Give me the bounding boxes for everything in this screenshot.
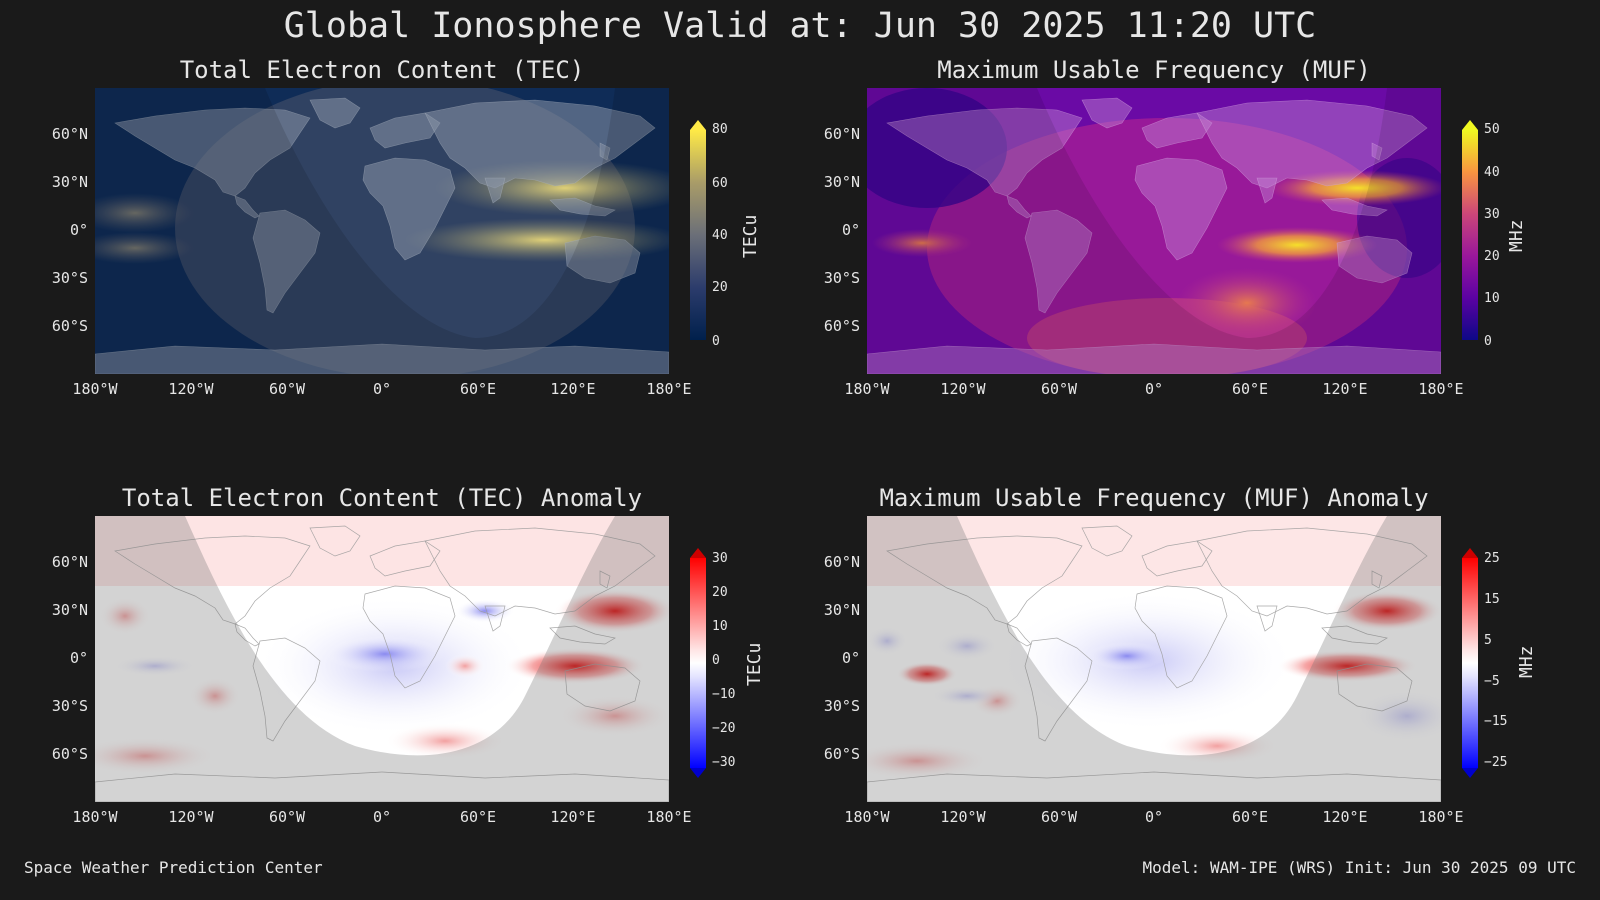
lon-label-60w: 60°W (1040, 808, 1078, 826)
tec-anomaly-colorbar (690, 548, 706, 778)
lon-label-120w: 120°W (168, 380, 214, 398)
lat-label-60n: 60°N (823, 125, 860, 143)
lon-label-60e: 60°E (459, 380, 497, 398)
muf-anomaly-colorbar (1462, 548, 1478, 778)
lon-label-120w: 120°W (940, 380, 986, 398)
lat-label-60s: 60°S (823, 317, 860, 335)
muf-title: Maximum Usable Frequency (MUF) (937, 56, 1371, 84)
lon-label-180e: 180°E (1418, 808, 1464, 826)
footer-model-info: Model: WAM-IPE (WRS) Init: Jun 30 2025 0… (1142, 858, 1576, 877)
lon-label-60e: 60°E (1231, 380, 1269, 398)
muf-anomaly-tick-15: 15 (1484, 592, 1500, 607)
muf-tick-10: 10 (1484, 291, 1500, 306)
lon-label-0: 0° (1144, 380, 1164, 398)
muf-anomaly-tick-25: 25 (1484, 551, 1500, 566)
tec-anomaly-tick-neg10: −10 (712, 687, 736, 702)
tec-unit-label: TECu (740, 214, 761, 258)
muf-tick-0: 0 (1484, 334, 1492, 349)
lon-label-60e: 60°E (1231, 808, 1269, 826)
tec-anomaly-tick-30: 30 (712, 551, 728, 566)
tec-anomaly-unit-label: TECu (744, 642, 765, 686)
lat-label-30n: 30°N (51, 601, 88, 619)
tec-tick-20: 20 (712, 280, 728, 295)
tec-tick-0: 0 (712, 334, 720, 349)
muf-tick-30: 30 (1484, 207, 1500, 222)
lon-label-120e: 120°E (1322, 380, 1368, 398)
lon-label-120e: 120°E (550, 380, 596, 398)
tec-anomaly-tick-neg30: −30 (712, 755, 736, 770)
muf-anomaly-title: Maximum Usable Frequency (MUF) Anomaly (879, 484, 1429, 512)
lat-label-30s: 30°S (51, 697, 88, 715)
lon-label-120w: 120°W (168, 808, 214, 826)
tec-anomaly-tick-neg20: −20 (712, 721, 736, 736)
lat-label-30n: 30°N (51, 173, 88, 191)
tec-anomaly-tick-0: 0 (712, 653, 720, 668)
muf-tick-50: 50 (1484, 122, 1500, 137)
muf-anomaly-tick-5: 5 (1484, 633, 1492, 648)
lat-label-30n: 30°N (823, 601, 860, 619)
lat-label-60s: 60°S (823, 745, 860, 763)
lon-label-60w: 60°W (268, 808, 306, 826)
lon-label-180w: 180°W (72, 380, 118, 398)
tec-title: Total Electron Content (TEC) (179, 56, 585, 84)
muf-anomaly-tick-neg5: −5 (1484, 674, 1500, 689)
tec-tick-80: 80 (712, 122, 728, 137)
lat-label-60s: 60°S (51, 317, 88, 335)
lat-label-60n: 60°N (51, 125, 88, 143)
page-title: Global Ionosphere Valid at: Jun 30 2025 … (283, 6, 1317, 46)
tec-anomaly-tick-10: 10 (712, 619, 728, 634)
lon-label-60e: 60°E (459, 808, 497, 826)
tec-tick-40: 40 (712, 228, 728, 243)
lat-label-0: 0° (841, 649, 860, 667)
lon-label-60w: 60°W (1040, 380, 1078, 398)
lon-label-180e: 180°E (646, 380, 692, 398)
tec-colorbar (690, 120, 706, 340)
lon-label-180w: 180°W (844, 380, 890, 398)
lon-label-0: 0° (372, 808, 392, 826)
lat-label-0: 0° (841, 221, 860, 239)
muf-anomaly-tick-neg25: −25 (1484, 755, 1508, 770)
lat-label-30n: 30°N (823, 173, 860, 191)
tec-tick-60: 60 (712, 176, 728, 191)
lat-label-30s: 30°S (51, 269, 88, 287)
lon-label-180e: 180°E (1418, 380, 1464, 398)
footer-credit: Space Weather Prediction Center (24, 858, 323, 877)
lat-label-60s: 60°S (51, 745, 88, 763)
lon-label-0: 0° (1144, 808, 1164, 826)
tec-map (95, 88, 669, 374)
lat-label-60n: 60°N (823, 553, 860, 571)
muf-colorbar (1462, 120, 1478, 340)
lon-label-180w: 180°W (844, 808, 890, 826)
muf-anomaly-map (867, 516, 1441, 802)
muf-unit-label: MHz (1506, 219, 1527, 252)
tec-anomaly-tick-20: 20 (712, 585, 728, 600)
tec-anomaly-map (95, 516, 669, 802)
lat-label-30s: 30°S (823, 697, 860, 715)
lon-label-120e: 120°E (550, 808, 596, 826)
muf-anomaly-tick-neg15: −15 (1484, 714, 1508, 729)
muf-tick-40: 40 (1484, 165, 1500, 180)
muf-map (867, 88, 1441, 374)
lon-label-180w: 180°W (72, 808, 118, 826)
muf-tick-20: 20 (1484, 249, 1500, 264)
lon-label-180e: 180°E (646, 808, 692, 826)
lon-label-120e: 120°E (1322, 808, 1368, 826)
tec-anomaly-title: Total Electron Content (TEC) Anomaly (121, 484, 643, 512)
lon-label-120w: 120°W (940, 808, 986, 826)
lon-label-60w: 60°W (268, 380, 306, 398)
lon-label-0: 0° (372, 380, 392, 398)
muf-anomaly-unit-label: MHz (1516, 645, 1537, 678)
lat-label-0: 0° (69, 221, 88, 239)
lat-label-30s: 30°S (823, 269, 860, 287)
lat-label-60n: 60°N (51, 553, 88, 571)
lat-label-0: 0° (69, 649, 88, 667)
